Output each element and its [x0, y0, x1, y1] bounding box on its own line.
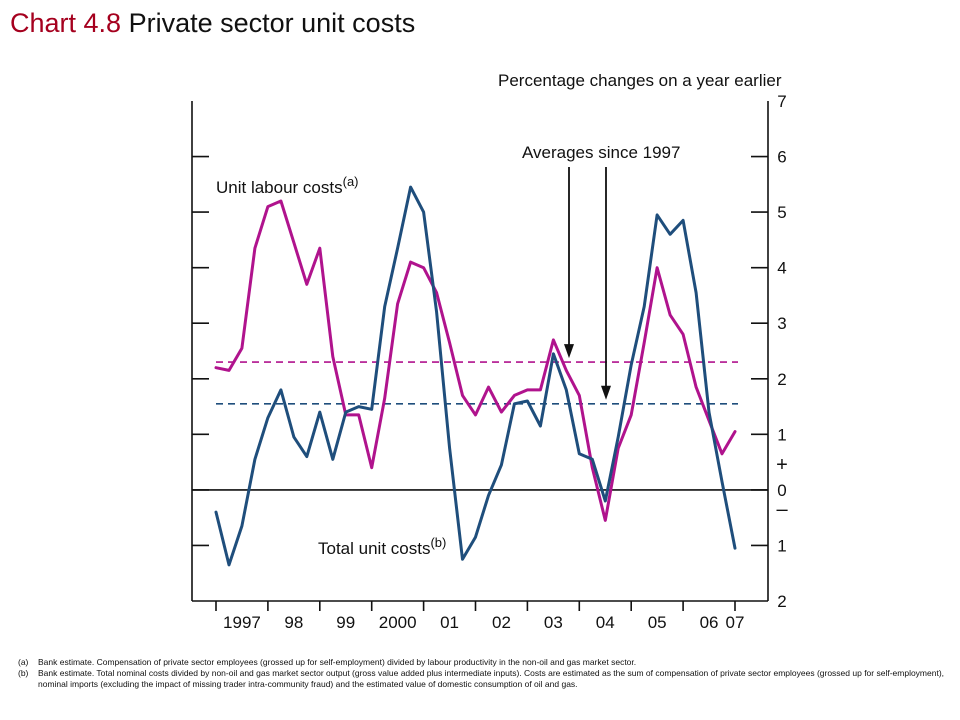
annotation-averages: Averages since 1997 — [522, 143, 680, 162]
chart-subtitle: Percentage changes on a year earlier — [498, 71, 782, 90]
y-tick-label: 4 — [777, 259, 786, 278]
series-lines — [214, 185, 737, 567]
y-tick-label: 7 — [777, 92, 786, 111]
x-tick-label: 98 — [284, 613, 303, 632]
arrow-head-total-unit — [601, 385, 611, 400]
arrow-head-unit-labour — [564, 344, 574, 359]
footnote-mark: (b) — [18, 668, 29, 678]
series-line-total-unit — [214, 185, 737, 567]
y-tick-label: 6 — [777, 148, 786, 167]
chart-number: Chart 4.8 — [10, 8, 122, 38]
footnote-a: (a) Bank estimate. Compensation of priva… — [18, 657, 948, 668]
footnote-b: (b) Bank estimate. Total nominal costs d… — [18, 668, 948, 690]
y-tick-label: 3 — [777, 314, 786, 333]
y-tick-label: 5 — [777, 203, 786, 222]
footnote-text: Bank estimate. Compensation of private s… — [38, 657, 637, 667]
x-tick-label: 04 — [596, 613, 615, 632]
x-tick-label: 01 — [440, 613, 459, 632]
series-label-unit-labour: Unit labour costs(a) — [216, 174, 359, 197]
footnote-text: Bank estimate. Total nominal costs divid… — [38, 668, 945, 689]
chart-title-text: Private sector unit costs — [128, 8, 416, 38]
y-tick-label: 1 — [777, 536, 786, 555]
y-tick-label: 2 — [777, 592, 786, 611]
y-tick-label: 2 — [777, 370, 786, 389]
x-tick-label: 06 — [700, 613, 719, 632]
x-tick-label: 03 — [544, 613, 563, 632]
footnotes: (a) Bank estimate. Compensation of priva… — [18, 657, 948, 690]
chart-title: Chart 4.8 Private sector unit costs — [10, 8, 415, 39]
y-tick-label: 0 — [777, 481, 786, 500]
plus-sign: + — [776, 454, 788, 476]
x-tick-label: 07 — [726, 613, 745, 632]
series-line-unit-labour — [214, 199, 737, 522]
y-tick-label: 1 — [777, 425, 786, 444]
average-lines — [216, 361, 738, 405]
x-tick-label: 1997 — [223, 613, 261, 632]
x-tick-label: 02 — [492, 613, 511, 632]
footnote-mark: (a) — [18, 657, 29, 667]
series-label-total-unit: Total unit costs(b) — [318, 535, 446, 558]
x-tick-label: 99 — [336, 613, 355, 632]
chart-labels: Percentage changes on a year earlier Unit… — [216, 71, 782, 558]
x-tick-label: 2000 — [379, 613, 417, 632]
minus-sign: – — [776, 498, 788, 520]
x-tick-label: 05 — [648, 613, 667, 632]
